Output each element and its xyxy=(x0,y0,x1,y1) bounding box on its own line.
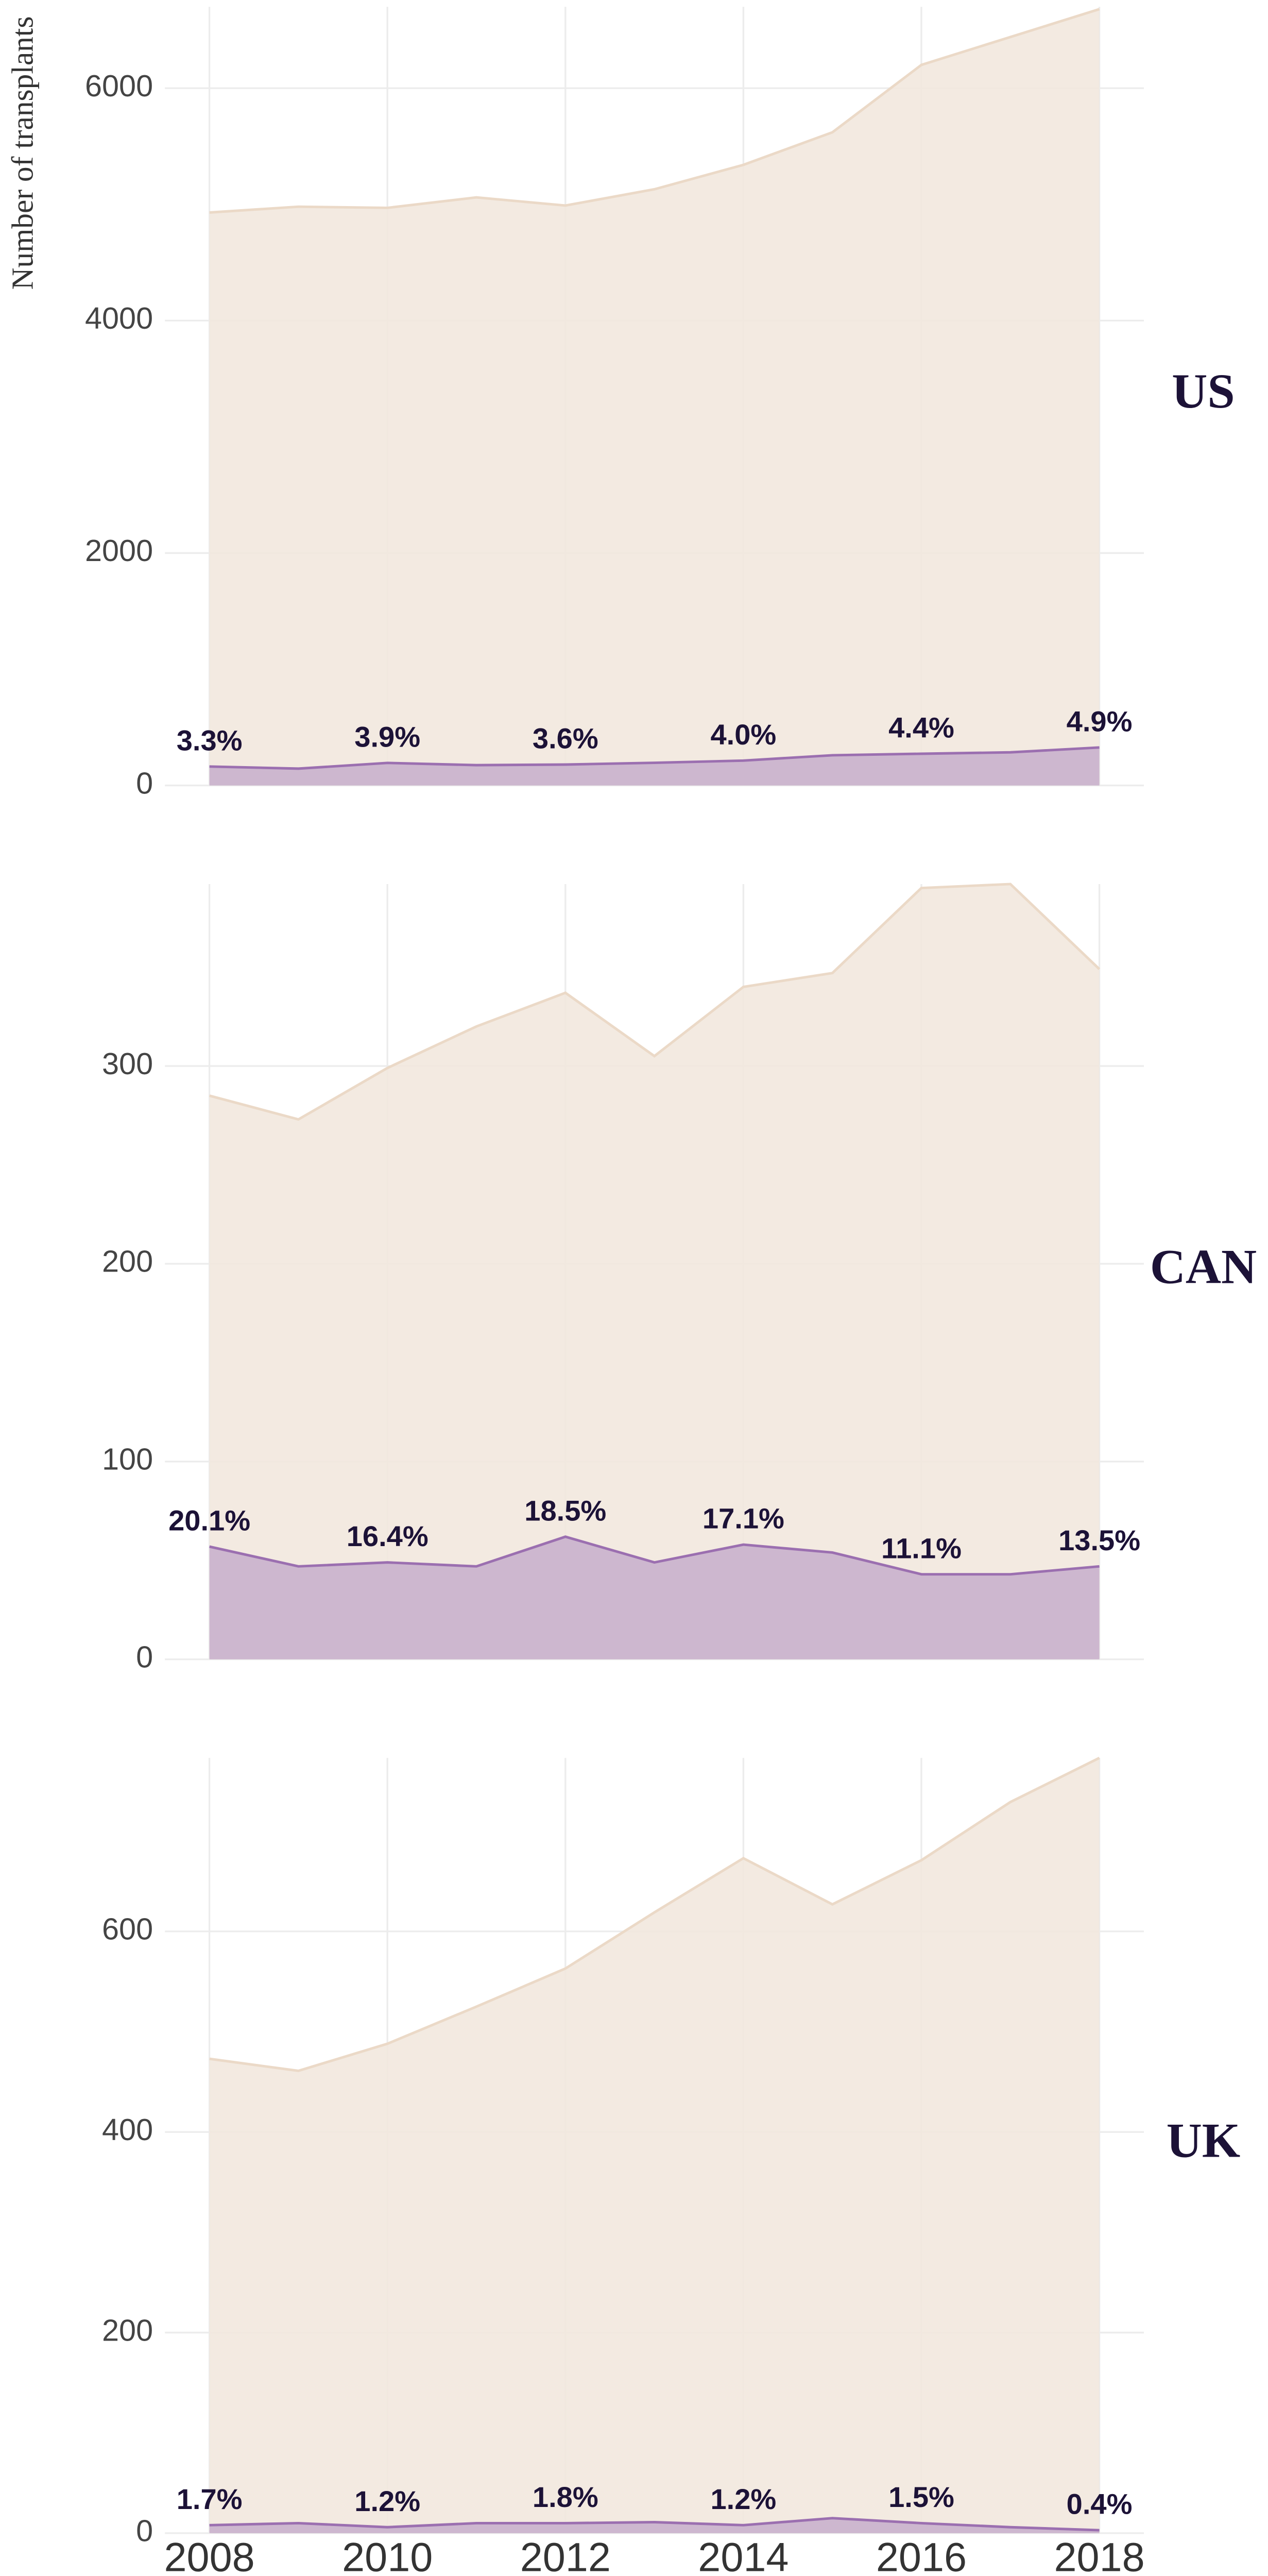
data-label: 20.1% xyxy=(168,1504,250,1537)
facet-label: US xyxy=(1172,364,1235,418)
data-label: 1.2% xyxy=(354,2485,420,2517)
y-tick-label: 6000 xyxy=(85,69,153,103)
data-label: 3.9% xyxy=(354,720,420,753)
x-tick-label: 2010 xyxy=(342,2534,433,2576)
y-tick-label: 600 xyxy=(102,1912,153,1946)
line xyxy=(209,2517,1100,2532)
line xyxy=(209,746,1100,770)
x-tick-label: 2014 xyxy=(698,2534,789,2576)
line xyxy=(209,883,1101,1121)
x-tick-label: 2018 xyxy=(1054,2534,1144,2576)
x-tick-label: 2016 xyxy=(876,2534,967,2576)
data-label: 1.8% xyxy=(533,2481,598,2513)
y-tick-label: 0 xyxy=(136,1639,153,1674)
data-label: 4.0% xyxy=(710,718,776,751)
line xyxy=(209,1535,1100,1576)
data-label: 0.4% xyxy=(1067,2488,1133,2520)
area xyxy=(209,884,1100,1659)
y-tick-label: 100 xyxy=(102,1442,153,1477)
y-tick-label: 300 xyxy=(102,1046,153,1081)
area xyxy=(209,9,1100,786)
y-tick-label: 200 xyxy=(102,1244,153,1279)
y-tick-label: 4000 xyxy=(85,301,153,335)
data-label: 4.4% xyxy=(888,711,954,744)
line xyxy=(209,8,1100,214)
area xyxy=(209,1536,1100,1659)
data-label: 1.7% xyxy=(177,2483,243,2515)
line xyxy=(209,1756,1100,2073)
y-tick-label: 0 xyxy=(136,2514,153,2548)
data-label: 16.4% xyxy=(347,1520,429,1552)
y-tick-label: 2000 xyxy=(85,533,153,568)
y-axis-title: Number of transplants xyxy=(5,16,39,290)
facet-label: UK xyxy=(1167,2113,1241,2167)
data-label: 1.5% xyxy=(888,2481,954,2513)
data-label: 1.2% xyxy=(710,2483,776,2515)
x-tick-label: 2008 xyxy=(164,2534,255,2576)
area xyxy=(209,1758,1100,2533)
facet-label: CAN xyxy=(1150,1239,1257,1294)
data-label: 18.5% xyxy=(524,1494,606,1527)
data-label: 11.1% xyxy=(881,1532,962,1564)
area xyxy=(209,747,1100,786)
data-label: 13.5% xyxy=(1058,1524,1140,1556)
data-label: 17.1% xyxy=(702,1502,784,1535)
y-tick-label: 400 xyxy=(102,2112,153,2147)
y-tick-label: 200 xyxy=(102,2313,153,2347)
data-label: 3.3% xyxy=(177,724,243,756)
x-tick-label: 2012 xyxy=(520,2534,611,2576)
data-label: 4.9% xyxy=(1067,705,1133,737)
y-tick-label: 0 xyxy=(136,766,153,800)
data-label: 3.6% xyxy=(533,722,598,755)
